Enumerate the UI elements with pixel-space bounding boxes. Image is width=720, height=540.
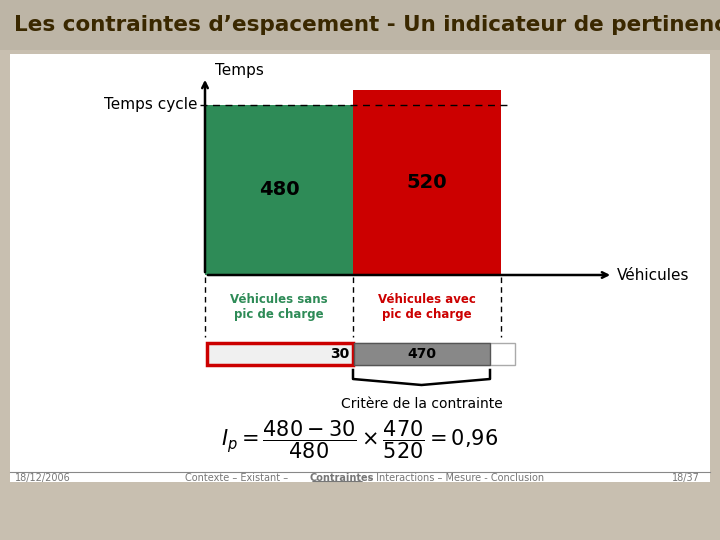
Text: Contexte – Existant –: Contexte – Existant – [185,473,292,483]
Text: 520: 520 [407,173,447,192]
Bar [354,343,490,365]
Text: 480: 480 [258,180,300,199]
Bar [207,343,353,365]
Text: Les contraintes d’espacement - Un indicateur de pertinence: Les contraintes d’espacement - Un indica… [14,15,720,35]
Bar [0,0,720,50]
Text: 18/12/2006: 18/12/2006 [15,473,71,483]
Text: Véhicules avec
pic de charge: Véhicules avec pic de charge [378,293,476,321]
Text: 30: 30 [330,347,349,361]
Text: Contraintes: Contraintes [310,473,374,483]
Bar [207,343,515,365]
Bar [205,105,353,275]
Text: $I_p = \dfrac{480-30}{480} \times \dfrac{470}{520} = 0{,}96$: $I_p = \dfrac{480-30}{480} \times \dfrac… [222,418,498,461]
Bar [353,90,501,275]
Text: Temps: Temps [215,63,264,78]
Text: 18/37: 18/37 [672,473,700,483]
Text: 470: 470 [408,347,436,361]
Text: Critère de la contrainte: Critère de la contrainte [341,397,503,411]
Text: Véhicules: Véhicules [617,267,690,282]
Text: – Interactions – Mesure - Conclusion: – Interactions – Mesure - Conclusion [365,473,544,483]
Text: Véhicules sans
pic de charge: Véhicules sans pic de charge [230,293,328,321]
Bar [10,54,710,482]
Text: Temps cycle: Temps cycle [104,97,197,112]
